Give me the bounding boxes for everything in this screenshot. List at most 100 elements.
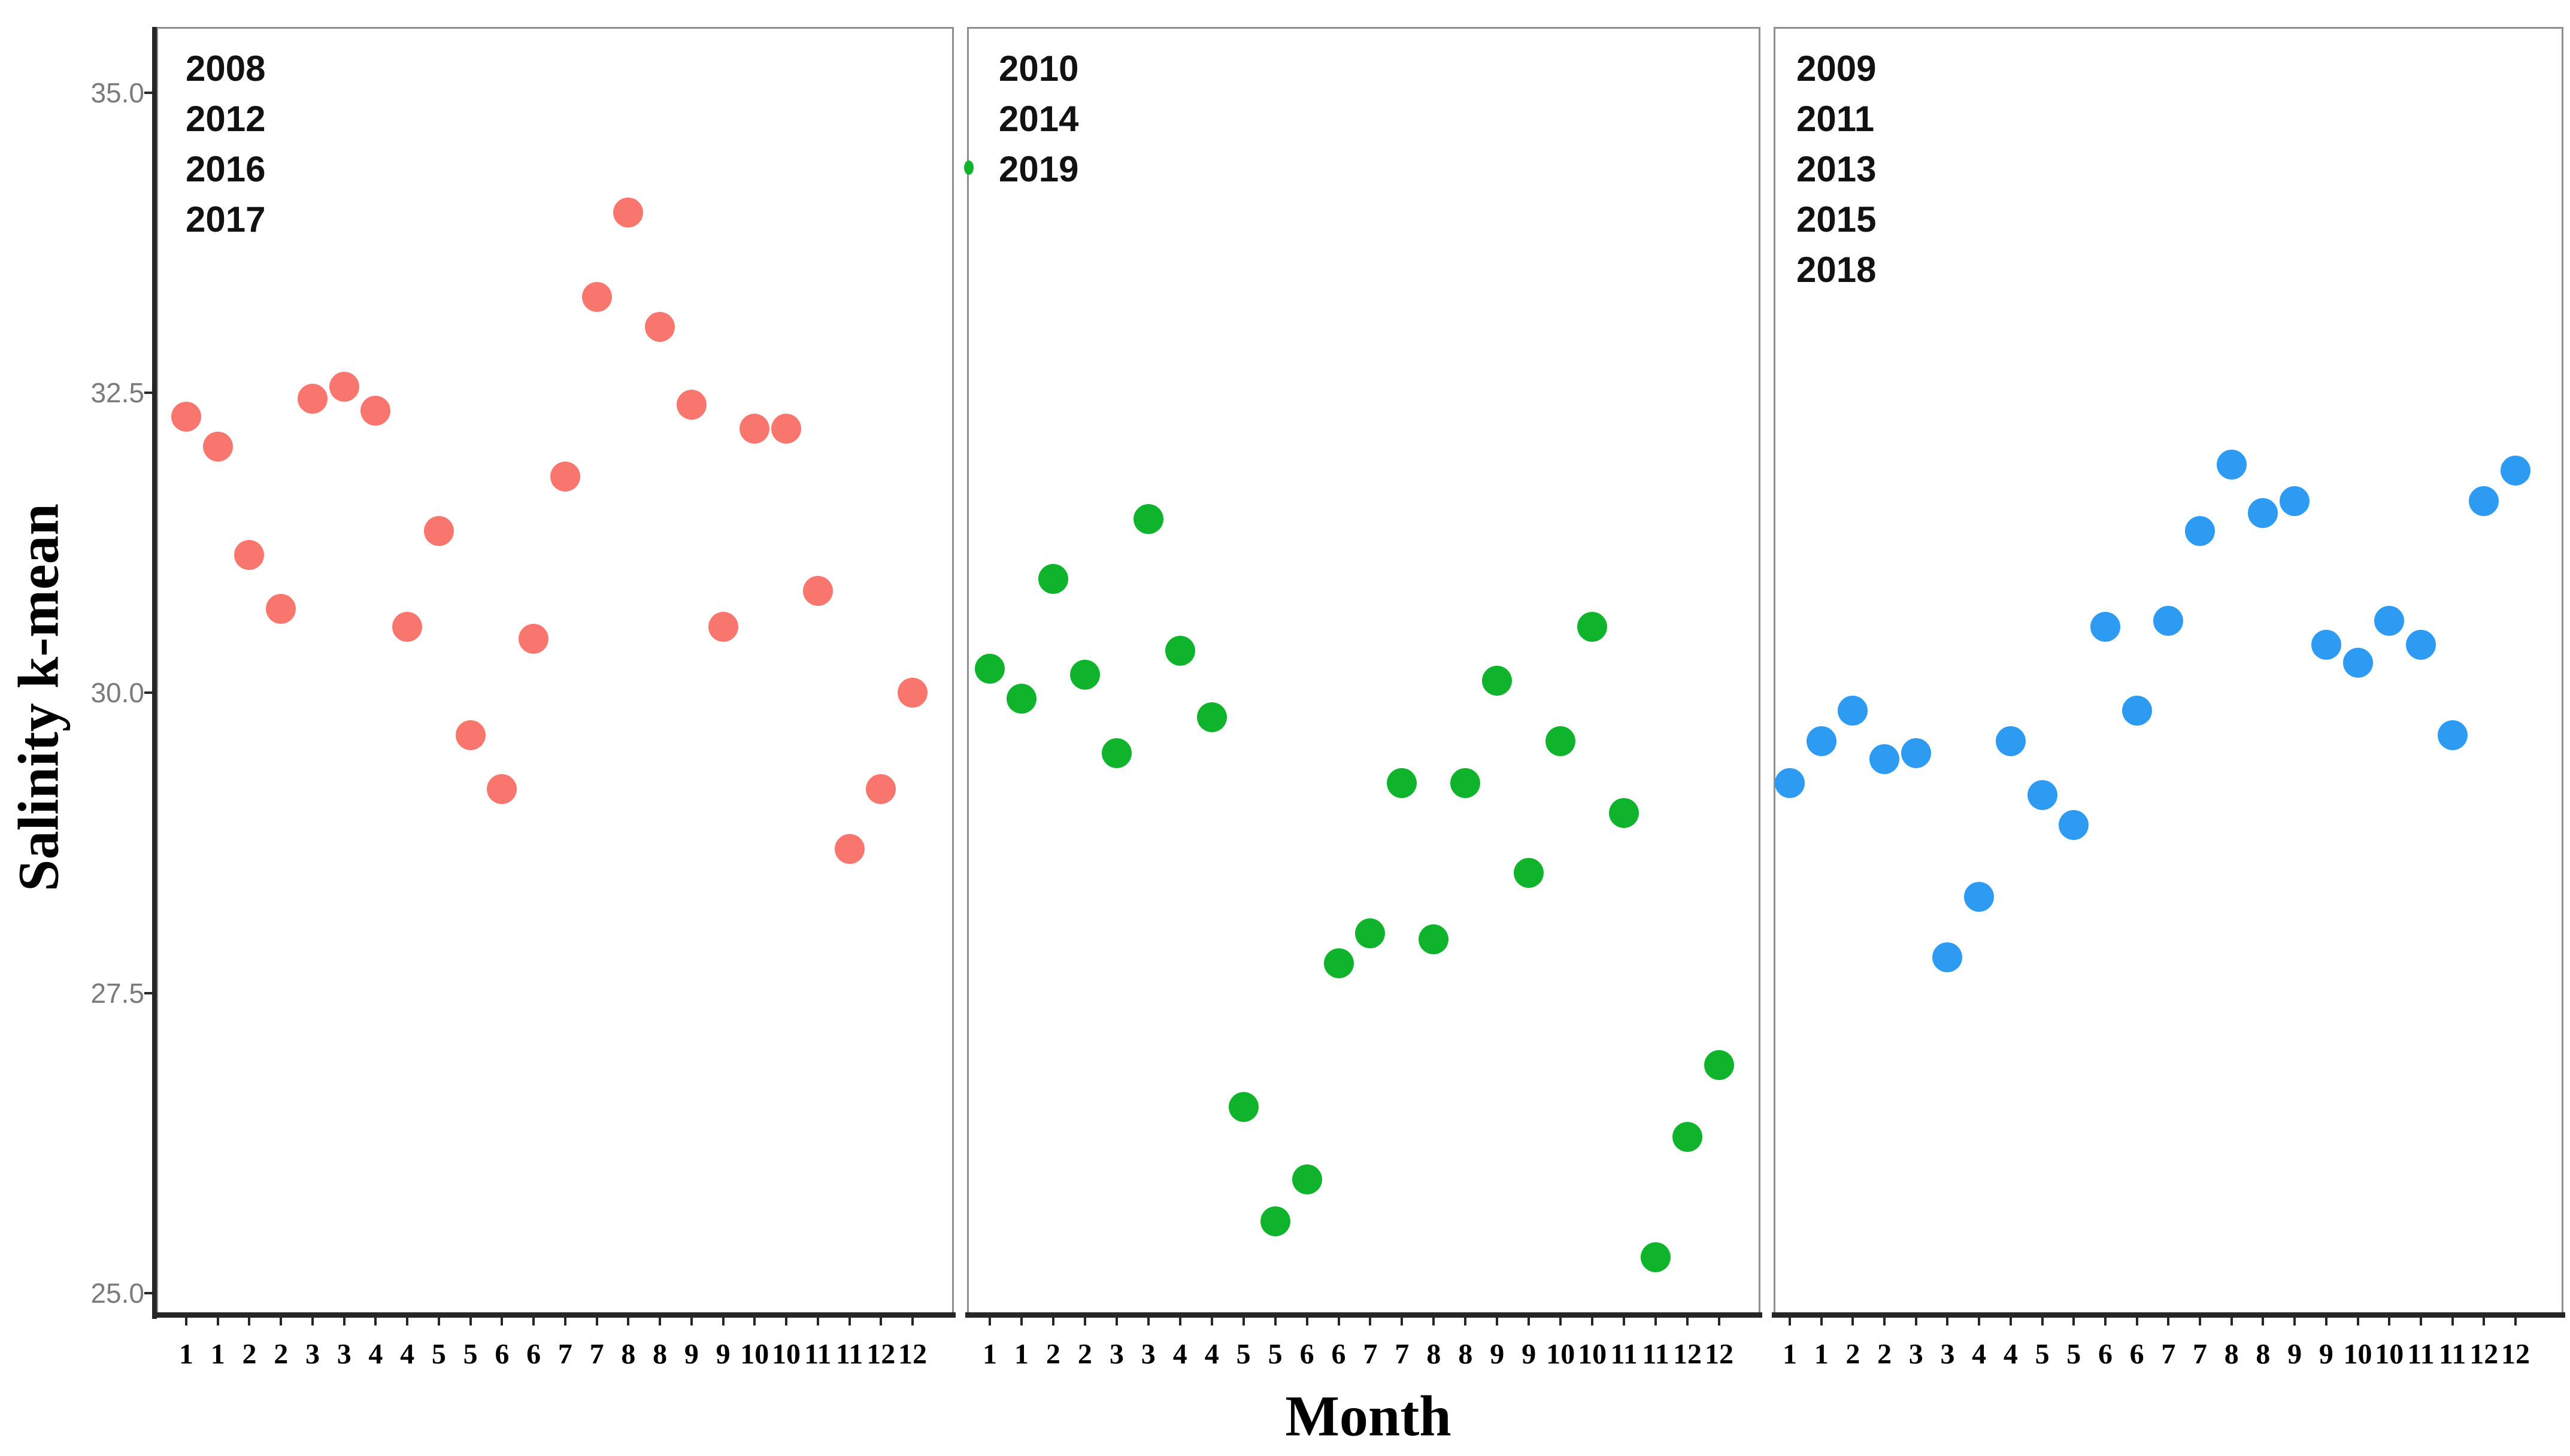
panel-cluster-blue [1774, 27, 2563, 1315]
x-tick [1147, 1315, 1150, 1325]
data-point [2342, 648, 2373, 678]
panel-cluster-red [156, 27, 954, 1315]
x-tick [595, 1315, 598, 1325]
data-point [1228, 1092, 1259, 1123]
data-point [519, 624, 549, 654]
data-point [740, 414, 770, 444]
x-tick [1242, 1315, 1245, 1325]
x-tick-label: 8 [2256, 1338, 2271, 1370]
x-tick [532, 1315, 535, 1325]
x-tick [2324, 1315, 2327, 1325]
y-tick-label: 35.0 [90, 77, 144, 108]
data-point [487, 774, 517, 804]
year-label: 2018 [1796, 250, 1877, 290]
x-tick [1559, 1315, 1562, 1325]
x-tick-label: 5 [1268, 1338, 1283, 1370]
x-tick [2230, 1315, 2233, 1325]
x-tick-label: 11 [1642, 1338, 1669, 1370]
x-tick-label: 8 [2224, 1338, 2239, 1370]
data-point [2501, 456, 2530, 486]
x-tick-label: 4 [400, 1338, 415, 1370]
data-point [2185, 515, 2216, 546]
x-tick-label: 2 [242, 1338, 257, 1370]
x-tick-label: 11 [835, 1338, 863, 1370]
x-tick-label: 7 [1395, 1338, 1410, 1370]
data-point [297, 384, 328, 414]
x-tick [1718, 1315, 1720, 1325]
x-tick [659, 1315, 662, 1325]
x-tick-label: 1 [1814, 1338, 1829, 1370]
data-point [1901, 738, 1931, 768]
x-tick-label: 4 [368, 1338, 383, 1370]
x-tick [2483, 1315, 2486, 1325]
x-tick-label: 11 [2438, 1338, 2466, 1370]
x-axis-title: Month [1285, 1384, 1451, 1448]
x-tick-label: 8 [621, 1338, 636, 1370]
x-tick-label: 3 [1109, 1338, 1124, 1370]
x-tick [2135, 1315, 2138, 1325]
data-point [2469, 486, 2499, 516]
data-point [1323, 948, 1354, 978]
data-point [645, 311, 675, 342]
x-tick-label: 4 [2003, 1338, 2018, 1370]
year-label: 2011 [1796, 99, 1875, 139]
data-point [1482, 666, 1513, 696]
data-point [2059, 810, 2089, 841]
data-point [329, 371, 359, 402]
x-tick-label: 3 [1940, 1338, 1955, 1370]
x-tick [880, 1315, 883, 1325]
x-tick [1274, 1315, 1277, 1325]
data-point [1932, 942, 1963, 972]
data-point [708, 612, 738, 642]
x-tick-label: 4 [1172, 1338, 1187, 1370]
data-point [771, 414, 802, 444]
x-tick [1946, 1315, 1949, 1325]
x-tick-label: 9 [684, 1338, 699, 1370]
x-tick [1528, 1315, 1531, 1325]
x-tick-label: 6 [1331, 1338, 1346, 1370]
data-point [1419, 924, 1449, 954]
x-tick [374, 1315, 377, 1325]
data-point [1260, 1206, 1290, 1236]
x-tick [343, 1315, 346, 1325]
x-tick-label: 12 [866, 1338, 896, 1370]
y-axis-title: Salinity k-mean [6, 503, 71, 892]
x-tick [1115, 1315, 1118, 1325]
x-tick [311, 1315, 314, 1325]
x-tick-label: 1 [1014, 1338, 1029, 1370]
x-tick-label: 2 [1877, 1338, 1892, 1370]
x-tick-label: 12 [2501, 1338, 2530, 1370]
x-tick [1337, 1315, 1340, 1325]
x-tick [2262, 1315, 2265, 1325]
x-tick [248, 1315, 251, 1325]
data-point [1133, 503, 1163, 534]
data-point [1355, 918, 1386, 948]
year-label: 2015 [1796, 199, 1877, 239]
data-point [1672, 1122, 1703, 1152]
x-tick-label: 10 [740, 1338, 769, 1370]
x-tick-label: 10 [2343, 1338, 2372, 1370]
data-point [676, 390, 707, 420]
data-point [1577, 612, 1608, 642]
x-tick-label: 7 [2193, 1338, 2208, 1370]
x-tick-label: 8 [1426, 1338, 1441, 1370]
x-tick-label: 11 [2407, 1338, 2435, 1370]
x-tick [1686, 1315, 1689, 1325]
x-tick-label: 10 [1546, 1338, 1575, 1370]
data-point [1038, 563, 1068, 594]
x-tick [2072, 1315, 2075, 1325]
year-label: 2016 [186, 149, 266, 189]
x-tick [989, 1315, 991, 1325]
x-tick [1210, 1315, 1213, 1325]
x-tick [216, 1315, 219, 1325]
data-point [2374, 606, 2405, 636]
x-tick-label: 10 [2375, 1338, 2404, 1370]
x-tick [1051, 1315, 1054, 1325]
x-tick-label: 1 [983, 1338, 997, 1370]
x-tick [1083, 1315, 1086, 1325]
data-point [834, 834, 865, 864]
x-tick-label: 6 [1299, 1338, 1314, 1370]
data-point [1514, 858, 1544, 888]
x-tick [1978, 1315, 1981, 1325]
x-tick-label: 6 [495, 1338, 510, 1370]
